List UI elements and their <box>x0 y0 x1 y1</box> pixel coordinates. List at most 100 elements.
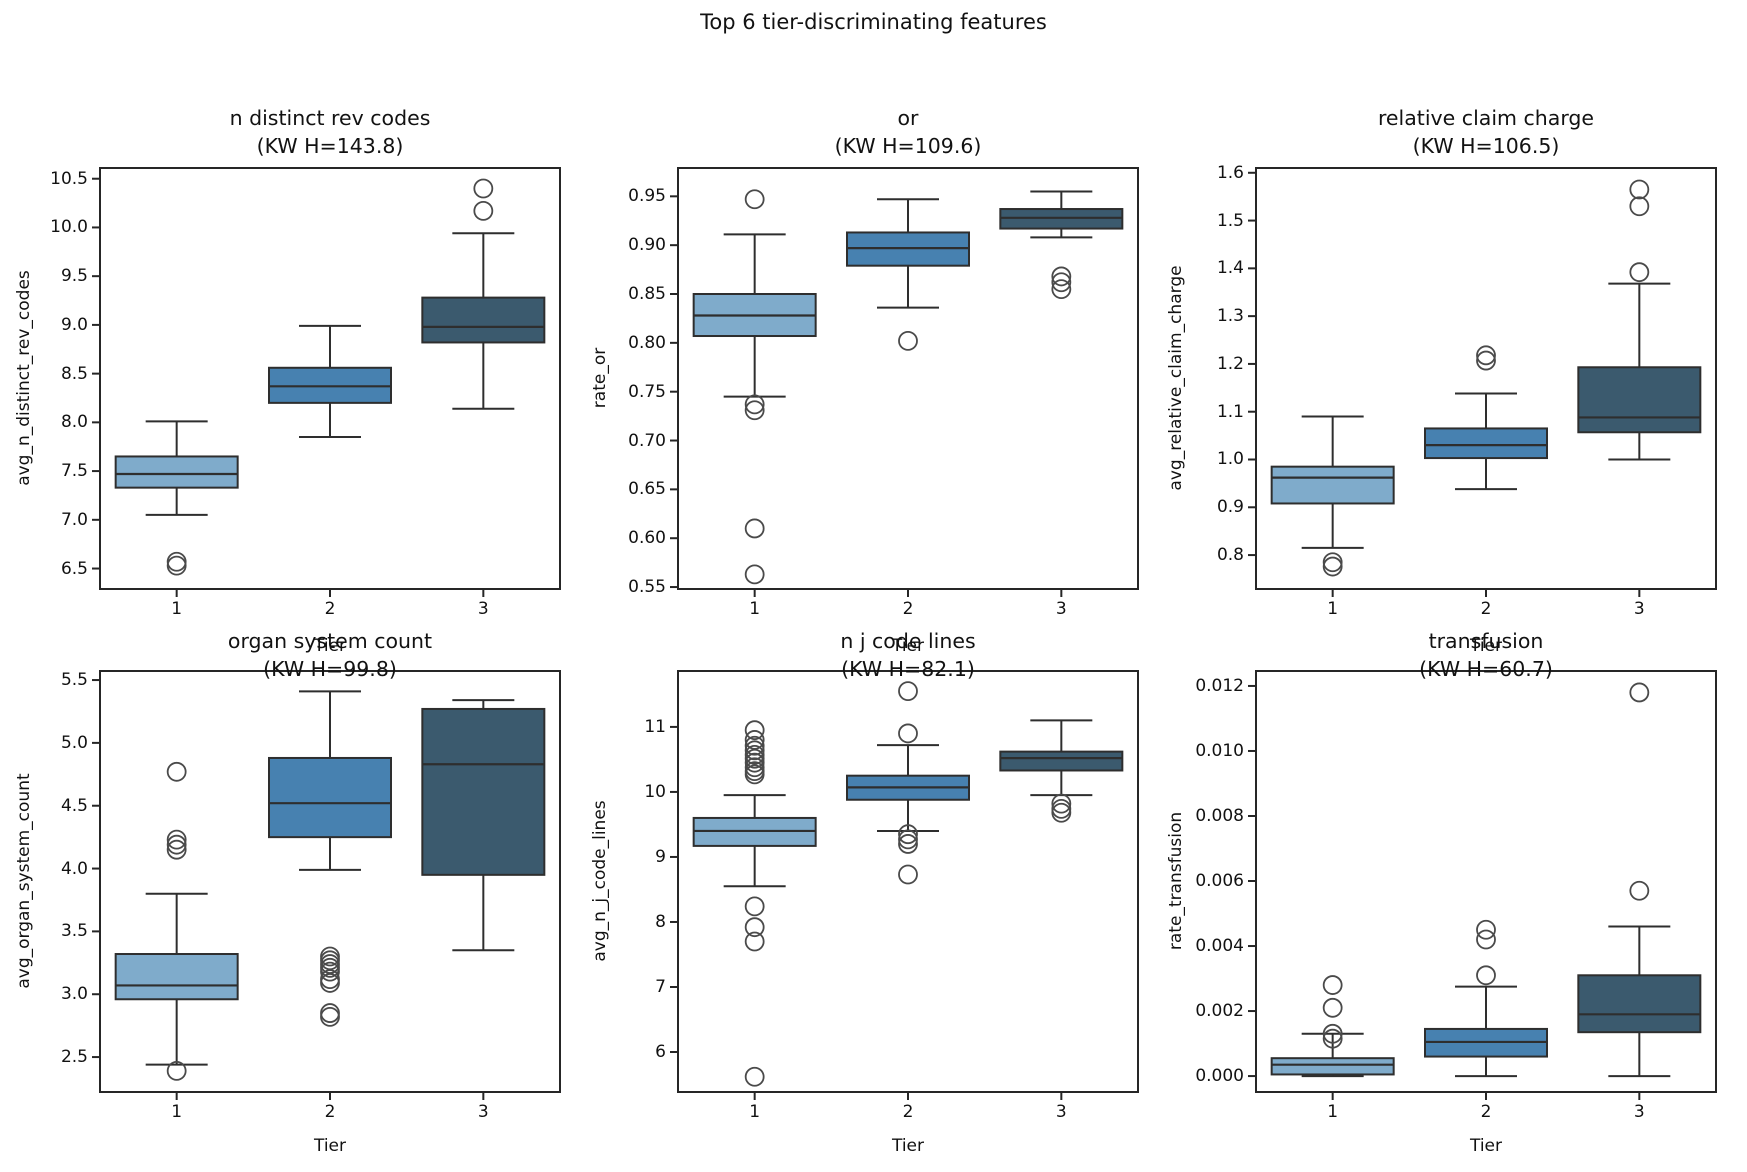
y-tick-label: 0.60 <box>628 528 666 549</box>
outlier-point <box>320 961 340 982</box>
x-tick-label: 1 <box>1327 1102 1339 1122</box>
y-tick-label: 1.2 <box>1216 353 1244 374</box>
subplot-title-block: organ system count (KW H=99.8) <box>100 627 560 683</box>
outlier-point <box>898 864 918 885</box>
subplot-title: transfusion <box>1428 629 1544 653</box>
outlier-point <box>1629 196 1650 217</box>
outlier-point <box>744 1066 765 1087</box>
box-tier-2 <box>1424 427 1548 460</box>
outlier-point <box>1322 975 1343 995</box>
outlier-point <box>1629 179 1650 200</box>
outlier-point <box>744 735 765 756</box>
y-axis-label: avg_n_j_code_lines <box>590 800 610 962</box>
box-tier-2 <box>268 756 392 839</box>
x-tick-label: 3 <box>1633 599 1645 619</box>
outlier-point <box>744 740 765 761</box>
outlier-point <box>1051 272 1072 293</box>
x-axis-label: Tier <box>1469 1136 1503 1156</box>
outlier-point <box>473 200 494 221</box>
outlier-point <box>1322 552 1343 573</box>
x-tick-label: 3 <box>1055 599 1067 619</box>
outlier-point <box>1629 682 1650 703</box>
outlier-point <box>744 394 765 415</box>
x-tick-label: 1 <box>749 599 761 619</box>
outlier-point <box>1476 965 1496 986</box>
x-tick-label: 1 <box>171 599 183 619</box>
subplot-title-block: n j code lines (KW H=82.1) <box>678 627 1138 683</box>
outlier-point <box>473 178 494 199</box>
y-tick-label: 7.5 <box>60 461 88 482</box>
subplot-kw-stat: (KW H=143.8) <box>256 134 404 158</box>
subplot-title: n j code lines <box>840 629 976 653</box>
y-tick-label: 0.006 <box>1195 871 1244 891</box>
outlier-point <box>898 723 918 744</box>
y-tick-label: 8.5 <box>60 363 88 384</box>
y-tick-label: 1.5 <box>1216 210 1244 231</box>
subplot-title: n distinct rev codes <box>229 106 431 130</box>
outlier-point <box>744 917 765 938</box>
x-tick-label: 2 <box>1480 1102 1492 1122</box>
outlier-point <box>1476 929 1496 950</box>
y-tick-label: 0.000 <box>1195 1066 1244 1087</box>
y-tick-label: 0.008 <box>1195 805 1244 826</box>
y-tick-label: 2.5 <box>60 1047 88 1068</box>
outlier-point <box>1322 556 1343 577</box>
subplot-title: organ system count <box>227 629 433 653</box>
y-axis-label: avg_n_distinct_rev_codes <box>14 270 34 486</box>
y-tick-label: 0.90 <box>628 235 666 256</box>
outlier-point <box>1476 919 1496 940</box>
box-tier-3 <box>1577 366 1702 434</box>
outlier-point <box>744 189 765 210</box>
outlier-point <box>898 829 918 850</box>
outlier-point <box>166 551 187 572</box>
y-tick-label: 0.8 <box>1216 545 1244 566</box>
y-tick-label: 0.004 <box>1195 936 1244 957</box>
outlier-point <box>744 931 765 952</box>
subplot-title: or <box>897 106 919 130</box>
outlier-point <box>1629 262 1650 283</box>
y-tick-label: 1.6 <box>1216 162 1244 183</box>
y-tick-label: 0.002 <box>1195 1001 1244 1022</box>
subplot-title-block: relative claim charge (KW H=106.5) <box>1256 104 1716 160</box>
outlier-point <box>166 761 187 782</box>
x-tick-label: 2 <box>902 599 914 619</box>
box-tier-3 <box>421 707 546 876</box>
subplot-title: relative claim charge <box>1377 106 1595 130</box>
y-tick-label: 10.5 <box>50 168 88 189</box>
y-tick-label: 0.012 <box>1195 675 1244 696</box>
subplot-kw-stat: (KW H=82.1) <box>841 657 975 681</box>
x-axis-label: Tier <box>1469 636 1503 656</box>
y-tick-label: 4.0 <box>60 858 88 879</box>
outlier-point <box>166 834 187 855</box>
x-tick-label: 1 <box>1327 599 1339 619</box>
y-tick-label: 8 <box>655 911 666 932</box>
outlier-point <box>166 839 187 860</box>
outlier-point <box>898 330 918 351</box>
box-tier-1 <box>114 953 239 1001</box>
y-tick-label: 9 <box>655 846 666 867</box>
x-axis-label: Tier <box>313 636 347 656</box>
y-tick-label: 9.0 <box>60 314 88 335</box>
outlier-point <box>1051 793 1072 814</box>
outlier-point <box>1051 279 1072 300</box>
outlier-point <box>744 764 765 785</box>
box-tier-3 <box>1577 974 1702 1034</box>
y-tick-label: 11 <box>644 716 666 737</box>
box-tier-1 <box>1270 1057 1395 1076</box>
outlier-point <box>1476 350 1496 371</box>
y-tick-label: 0.9 <box>1216 497 1244 518</box>
outlier-point <box>898 681 918 702</box>
box-tier-3 <box>421 296 546 344</box>
x-tick-label: 1 <box>171 1102 183 1122</box>
y-tick-label: 5.5 <box>60 670 88 691</box>
outlier-point <box>1476 345 1496 366</box>
y-tick-label: 6 <box>655 1042 666 1062</box>
y-tick-label: 1.1 <box>1216 401 1244 422</box>
outlier-point <box>744 400 765 421</box>
outlier-point <box>898 834 918 854</box>
y-axis-label: avg_relative_claim_charge <box>1166 265 1186 491</box>
outlier-point <box>166 1060 187 1081</box>
outlier-point <box>1322 1023 1343 1044</box>
outlier-point <box>1629 880 1650 901</box>
